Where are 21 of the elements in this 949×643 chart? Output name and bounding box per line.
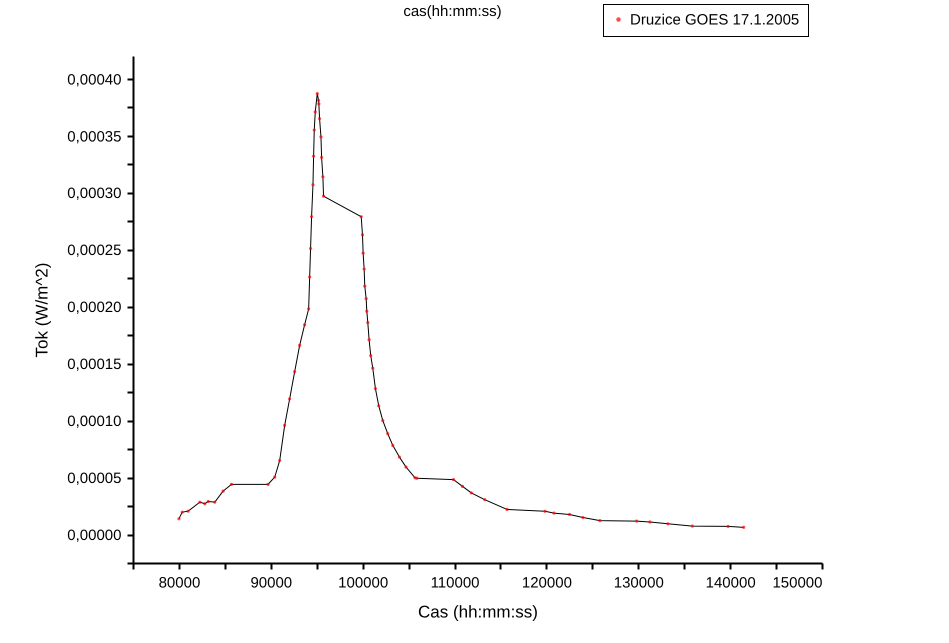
y-tick-label: 0,00035 <box>67 128 122 146</box>
y-tick-label: 0,00010 <box>67 413 122 430</box>
x-tick-label: 120000 <box>522 574 572 592</box>
y-tick-label: 0,00000 <box>67 527 122 544</box>
x-tick-label: 100000 <box>338 574 388 592</box>
x-tick-label: 150000 <box>772 574 822 592</box>
x-tick-label: 110000 <box>430 574 480 592</box>
x-axis-title: Cas (hh:mm:ss) <box>418 602 538 622</box>
y-tick-label: 0,00005 <box>67 470 122 488</box>
chart-title: cas(hh:mm:ss) <box>403 3 502 20</box>
y-tick-label: 0,00025 <box>67 242 122 260</box>
y-tick-label: 0,00015 <box>67 356 122 374</box>
legend-label: Druzice GOES 17.1.2005 <box>630 12 800 28</box>
x-tick-label: 140000 <box>706 574 756 592</box>
y-tick-label: 0,00020 <box>67 299 122 316</box>
x-tick-label: 130000 <box>614 574 664 592</box>
y-tick-label: 0,00040 <box>67 71 122 88</box>
x-tick-label: 80000 <box>158 574 200 592</box>
y-axis-title: Tok (W/m^2) <box>32 262 52 358</box>
y-tick-label: 0,00030 <box>67 185 122 202</box>
x-tick-label: 90000 <box>250 574 292 592</box>
